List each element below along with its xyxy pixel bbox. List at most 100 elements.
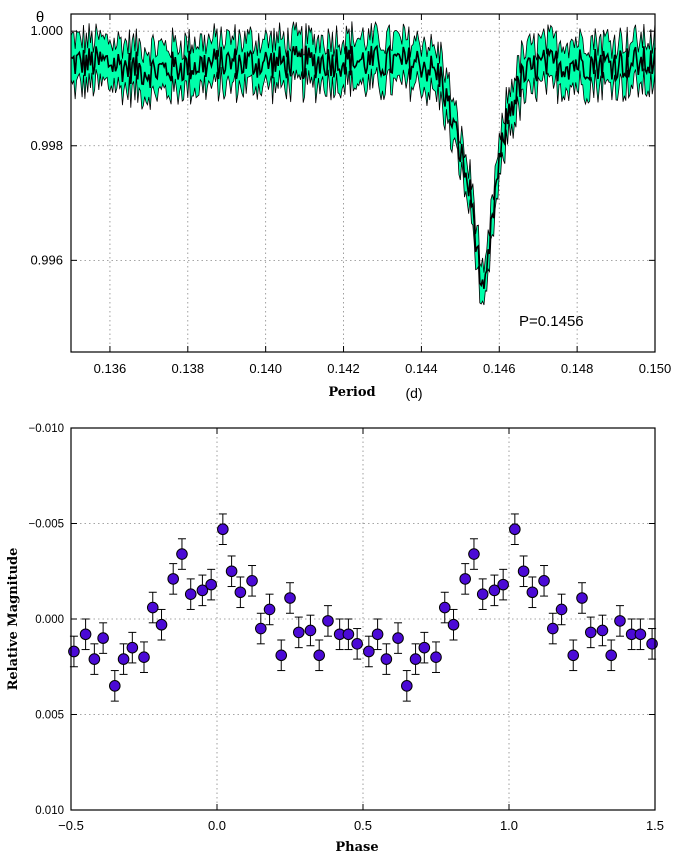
point-marker [526,586,539,599]
point-marker [497,578,509,591]
data-point [646,628,658,660]
data-point [205,568,217,601]
point-marker [459,573,472,585]
data-point [538,565,550,597]
point-marker [634,628,647,641]
point-marker [196,584,209,597]
point-marker [476,588,489,600]
point-marker [68,645,80,658]
data-point [497,568,509,601]
data-point [184,578,197,610]
data-point [275,639,288,672]
point-marker [517,565,530,578]
x-tick-label: 0.148 [561,361,594,376]
point-marker [401,680,413,692]
point-marker [254,622,267,635]
data-point [567,639,580,672]
data-point [313,639,326,672]
data-point [634,618,647,651]
point-marker [488,584,501,597]
data-point [304,614,317,647]
data-point [605,639,618,672]
point-marker [126,641,139,654]
y-tick-label: −0.005 [29,519,65,531]
point-marker [263,603,276,616]
x-tick-label: 0.142 [327,361,360,376]
point-marker [351,638,363,650]
theta-lower-line [70,66,656,306]
data-point [254,612,267,645]
data-point [438,591,451,624]
y-tick-label: 1.000 [30,23,63,38]
point-marker [88,653,101,665]
point-marker [567,649,580,662]
data-point [167,563,179,595]
data-point [217,513,229,546]
data-point [584,616,597,649]
y-tick-label: 0.996 [30,252,63,267]
top-x-axis-label: Period [328,385,375,400]
top-y-axis-label: θ [36,9,44,26]
data-point [176,538,188,570]
data-point [401,670,413,702]
period-annotation: P=0.1456 [519,313,584,330]
point-marker [438,601,451,614]
data-point [488,574,501,607]
data-point [517,555,530,588]
data-point [576,582,588,614]
x-tick-label: −0.5 [58,818,84,833]
y-tick-label: 0.998 [30,138,63,153]
y-tick-label: 0.005 [35,710,64,722]
x-tick-label: 1.5 [646,818,664,833]
phase-curve-panel: −0.5 0.0 0.5 1.0 1.5 −0.010 −0.005 0.000 0.005 0… [6,423,664,855]
x-tick-label: 0.5 [354,818,372,833]
point-marker [538,575,550,587]
y-tick-label: 0.000 [35,614,64,626]
point-marker [176,548,188,560]
x-tick-label: 0.144 [405,361,438,376]
top-grid [71,14,656,352]
data-point [459,563,472,595]
theta-error-band [71,21,655,305]
point-marker [109,680,121,692]
x-tick-label: 1.0 [500,818,518,833]
top-x-axis-unit: (d) [405,385,422,401]
data-point [342,618,355,651]
data-point [97,622,109,654]
point-marker [146,601,159,614]
data-point [468,538,480,570]
point-marker [576,592,588,604]
top-axis-ticks [71,14,656,352]
bottom-axis-ticks [70,427,656,811]
data-point [138,641,150,673]
data-point [409,643,422,675]
x-tick-label: 0.0 [208,818,226,833]
phase-points [68,513,658,702]
data-point [126,631,139,664]
data-point [371,618,384,651]
data-point [263,593,276,626]
point-marker [184,588,197,600]
top-plot-frame [70,13,656,353]
theta-line [70,44,656,289]
data-point [88,643,101,675]
data-point [614,605,626,637]
point-marker [392,632,404,644]
point-marker [304,624,317,637]
point-marker [225,565,238,578]
data-point [596,614,609,647]
data-point [555,593,568,626]
theta-lines [70,21,656,306]
y-tick-label: 0.010 [35,805,64,817]
point-marker [79,628,92,641]
data-point [79,618,92,651]
point-marker [371,628,384,641]
data-point [430,641,442,673]
point-marker [468,548,480,560]
data-point [418,631,431,664]
point-marker [409,653,422,665]
x-tick-label: 0.136 [94,361,127,376]
data-point [284,582,296,614]
data-point [509,513,521,546]
